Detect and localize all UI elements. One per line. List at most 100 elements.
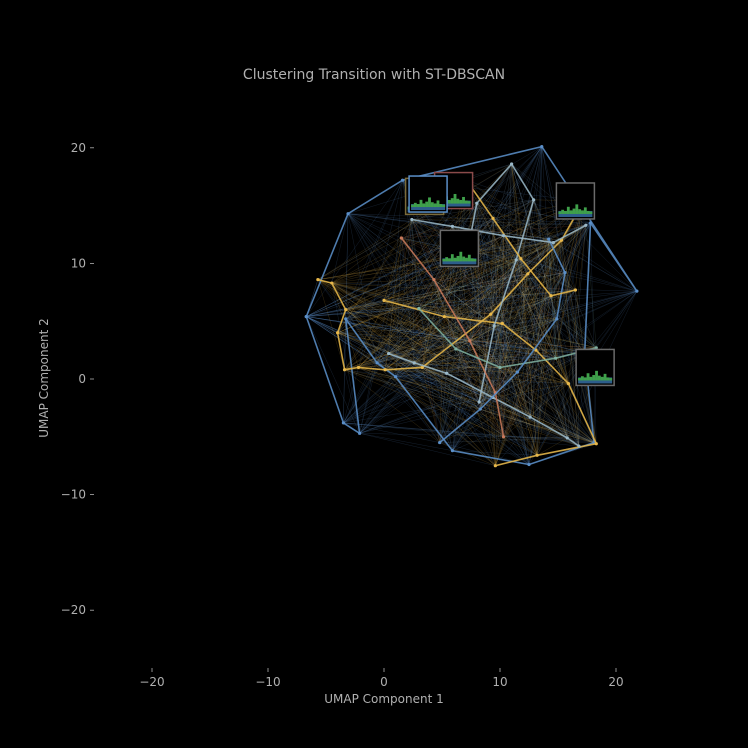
transition-edge (446, 349, 537, 374)
transition-edge (345, 318, 480, 403)
thumbnail-bar (450, 198, 454, 204)
transition-edge (494, 290, 637, 327)
transition-edge (503, 163, 512, 437)
transition-edge (331, 213, 349, 284)
transition-edge (383, 300, 453, 451)
transition-edge (414, 362, 518, 373)
thumbnail-bar (595, 370, 598, 381)
transition-edge (541, 146, 595, 443)
transition-edge (528, 200, 584, 465)
transition-edge (452, 222, 591, 227)
transition-edge (446, 295, 552, 374)
transition-edge (345, 318, 470, 342)
transition-edge (413, 200, 584, 363)
transition-edge (344, 295, 552, 370)
transition-edge (395, 242, 554, 377)
transition-edge (467, 242, 554, 253)
transition-edge (359, 219, 413, 434)
transition-edge (348, 213, 412, 220)
transition-edge (527, 146, 543, 274)
transition-edge (306, 316, 481, 410)
transition-edge (418, 308, 494, 398)
transition-edge (402, 180, 494, 398)
transition-edge (467, 251, 585, 354)
transition-edge (358, 362, 415, 368)
transition-edge (388, 353, 481, 410)
transition-edge (548, 239, 552, 296)
transition-edge (517, 371, 531, 418)
transition-edge (418, 308, 504, 437)
transition-edge (331, 282, 359, 368)
transition-edge (376, 353, 389, 364)
thumbnail-bar (581, 210, 584, 214)
transition-edge (343, 295, 552, 424)
transition-edge (411, 219, 538, 456)
thumbnail-bar (425, 201, 429, 208)
transition-edge (511, 163, 638, 292)
data-point (344, 308, 348, 312)
transition-edge (520, 258, 637, 292)
transition-edge (553, 242, 576, 291)
transition-edge (345, 309, 470, 342)
transition-edge (502, 323, 531, 418)
transition-edge (455, 348, 531, 418)
transition-edge (495, 295, 552, 393)
transition-edge (556, 318, 597, 348)
transition-edge (548, 239, 556, 359)
transition-edge (476, 203, 495, 326)
thumbnail-bar (589, 376, 593, 381)
data-point (450, 449, 455, 453)
transition-edge (533, 199, 597, 444)
transition-edge (503, 436, 530, 465)
transition-edge (503, 222, 591, 437)
thumbnail-bar (450, 254, 454, 262)
transition-edge (469, 200, 584, 342)
transition-edge (344, 279, 435, 370)
data-point (554, 356, 558, 360)
transition-edge (317, 279, 518, 373)
transition-edge (343, 318, 557, 424)
thumbnail-bar (592, 375, 596, 381)
transition-edge (306, 199, 534, 317)
data-point (383, 368, 387, 372)
transition-edge (343, 180, 467, 424)
y-axis-label: UMAP Component 2 (37, 318, 51, 438)
y-tick-label: −20 (61, 603, 86, 617)
transition-edge (433, 222, 591, 280)
thumbnail-bar (436, 200, 440, 208)
transition-edge (345, 309, 531, 418)
transition-edge (317, 163, 512, 280)
thumbnail-bar (464, 200, 468, 204)
data-point (417, 306, 421, 311)
thumbnail-bar (413, 202, 417, 208)
transition-edge (343, 367, 501, 424)
data-point (375, 361, 379, 365)
transition-edge (553, 242, 595, 443)
transition-edge (395, 347, 597, 377)
transition-edge (503, 146, 542, 236)
transition-edge (345, 308, 419, 320)
transition-edge (347, 213, 496, 466)
transition-edge (395, 240, 562, 377)
transition-edge (343, 225, 586, 424)
transition-edge (466, 179, 549, 240)
transition-edge (383, 300, 496, 394)
thumbnail-bar (586, 210, 590, 214)
transition-edge (376, 318, 557, 364)
transition-edge (317, 237, 402, 280)
transition-edge (388, 353, 569, 384)
transition-edge (499, 240, 562, 368)
data-point (346, 212, 350, 216)
transition-edge (418, 279, 435, 309)
transition-edge (455, 348, 536, 351)
transition-edge (395, 219, 413, 377)
data-point (540, 145, 544, 149)
transition-edge (345, 272, 566, 310)
transition-edge (478, 146, 543, 403)
transition-edge (418, 238, 549, 309)
transition-edge (411, 219, 531, 418)
transition-edge (401, 199, 534, 239)
thumbnail-bar (447, 199, 451, 204)
transition-edge (422, 200, 584, 368)
transition-edge (376, 295, 552, 364)
